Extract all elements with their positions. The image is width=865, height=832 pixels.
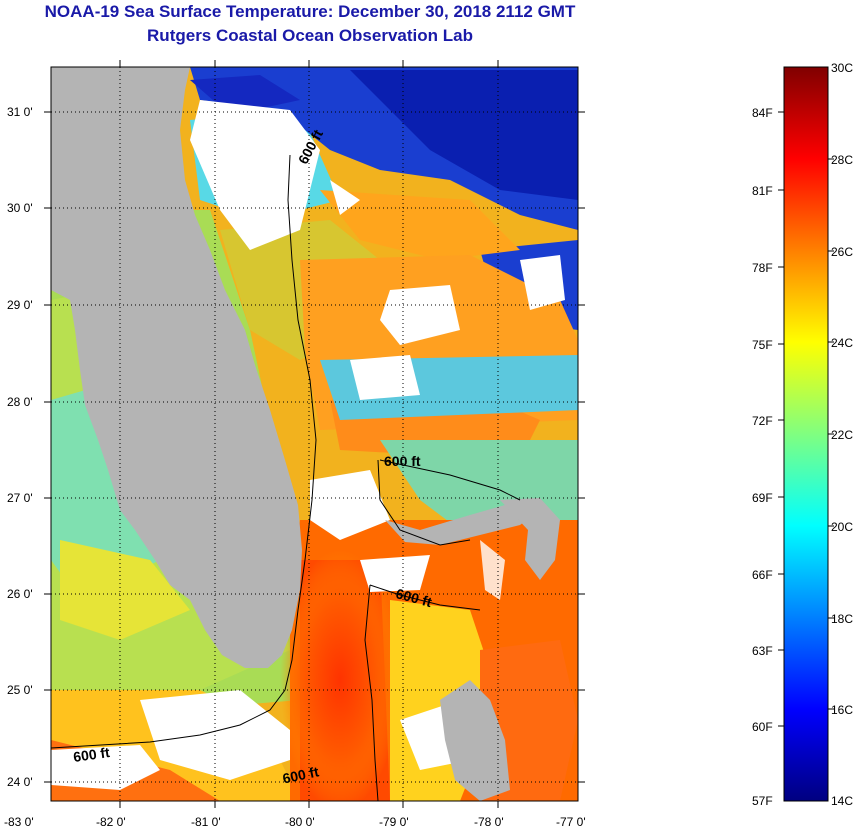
lat-label: 29 0': [7, 298, 33, 312]
colorbar-c-label: 16C: [831, 703, 853, 717]
colorbar-c-label: 18C: [831, 612, 853, 626]
colorbar-f-label: 78F: [752, 261, 773, 275]
isobath-600ft: [50, 154, 521, 802]
colorbar-c-label: 24C: [831, 336, 853, 350]
grand-bahama-land: [385, 500, 540, 545]
lat-label: 27 0': [7, 491, 33, 505]
map-subtitle: Rutgers Coastal Ocean Observation Lab: [147, 26, 473, 45]
lon-label: -83 0': [4, 815, 34, 829]
colorbar-c-label: 26C: [831, 245, 853, 259]
isobath-label: 600 ft: [281, 763, 320, 786]
lat-label: 30 0': [7, 201, 33, 215]
colorbar-f-label: 84F: [752, 106, 773, 120]
colorbar-f-label: 81F: [752, 184, 773, 198]
andros-land: [440, 680, 510, 801]
colorbar-f-label: 57F: [752, 794, 773, 808]
lat-label: 26 0': [7, 587, 33, 601]
colorbar-c-label: 14C: [831, 794, 853, 808]
isobath-label: 600 ft: [384, 453, 421, 469]
colorbar: [783, 66, 829, 802]
lon-label: -81 0': [191, 815, 221, 829]
isobath-label: 600 ft: [72, 744, 111, 765]
colorbar-f-label: 75F: [752, 338, 773, 352]
lon-label: -80 0': [285, 815, 315, 829]
map-frame: [50, 66, 579, 802]
colorbar-f-label: 63F: [752, 644, 773, 658]
lat-label: 28 0': [7, 395, 33, 409]
florida-land: [51, 67, 302, 668]
colorbar-c-label: 22C: [831, 428, 853, 442]
lat-label: 24 0': [7, 775, 33, 789]
colorbar-c-label: 20C: [831, 520, 853, 534]
colorbar-c-label: 28C: [831, 153, 853, 167]
colorbar-ticks: [778, 111, 834, 727]
lon-label: -82 0': [96, 815, 126, 829]
colorbar-f-label: 66F: [752, 568, 773, 582]
lat-label: 31 0': [7, 105, 33, 119]
map-title: NOAA-19 Sea Surface Temperature: Decembe…: [44, 2, 576, 21]
lon-label: -78 0': [474, 815, 504, 829]
lon-label: -79 0': [379, 815, 409, 829]
colorbar-f-label: 69F: [752, 491, 773, 505]
sst-imagery: [51, 67, 578, 801]
axis-ticks: [44, 60, 585, 808]
colorbar-f-label: 72F: [752, 414, 773, 428]
lon-label: -77 0': [556, 815, 586, 829]
colorbar-c-label: 30C: [831, 61, 853, 75]
lat-label: 25 0': [7, 683, 33, 697]
colorbar-f-label: 60F: [752, 720, 773, 734]
